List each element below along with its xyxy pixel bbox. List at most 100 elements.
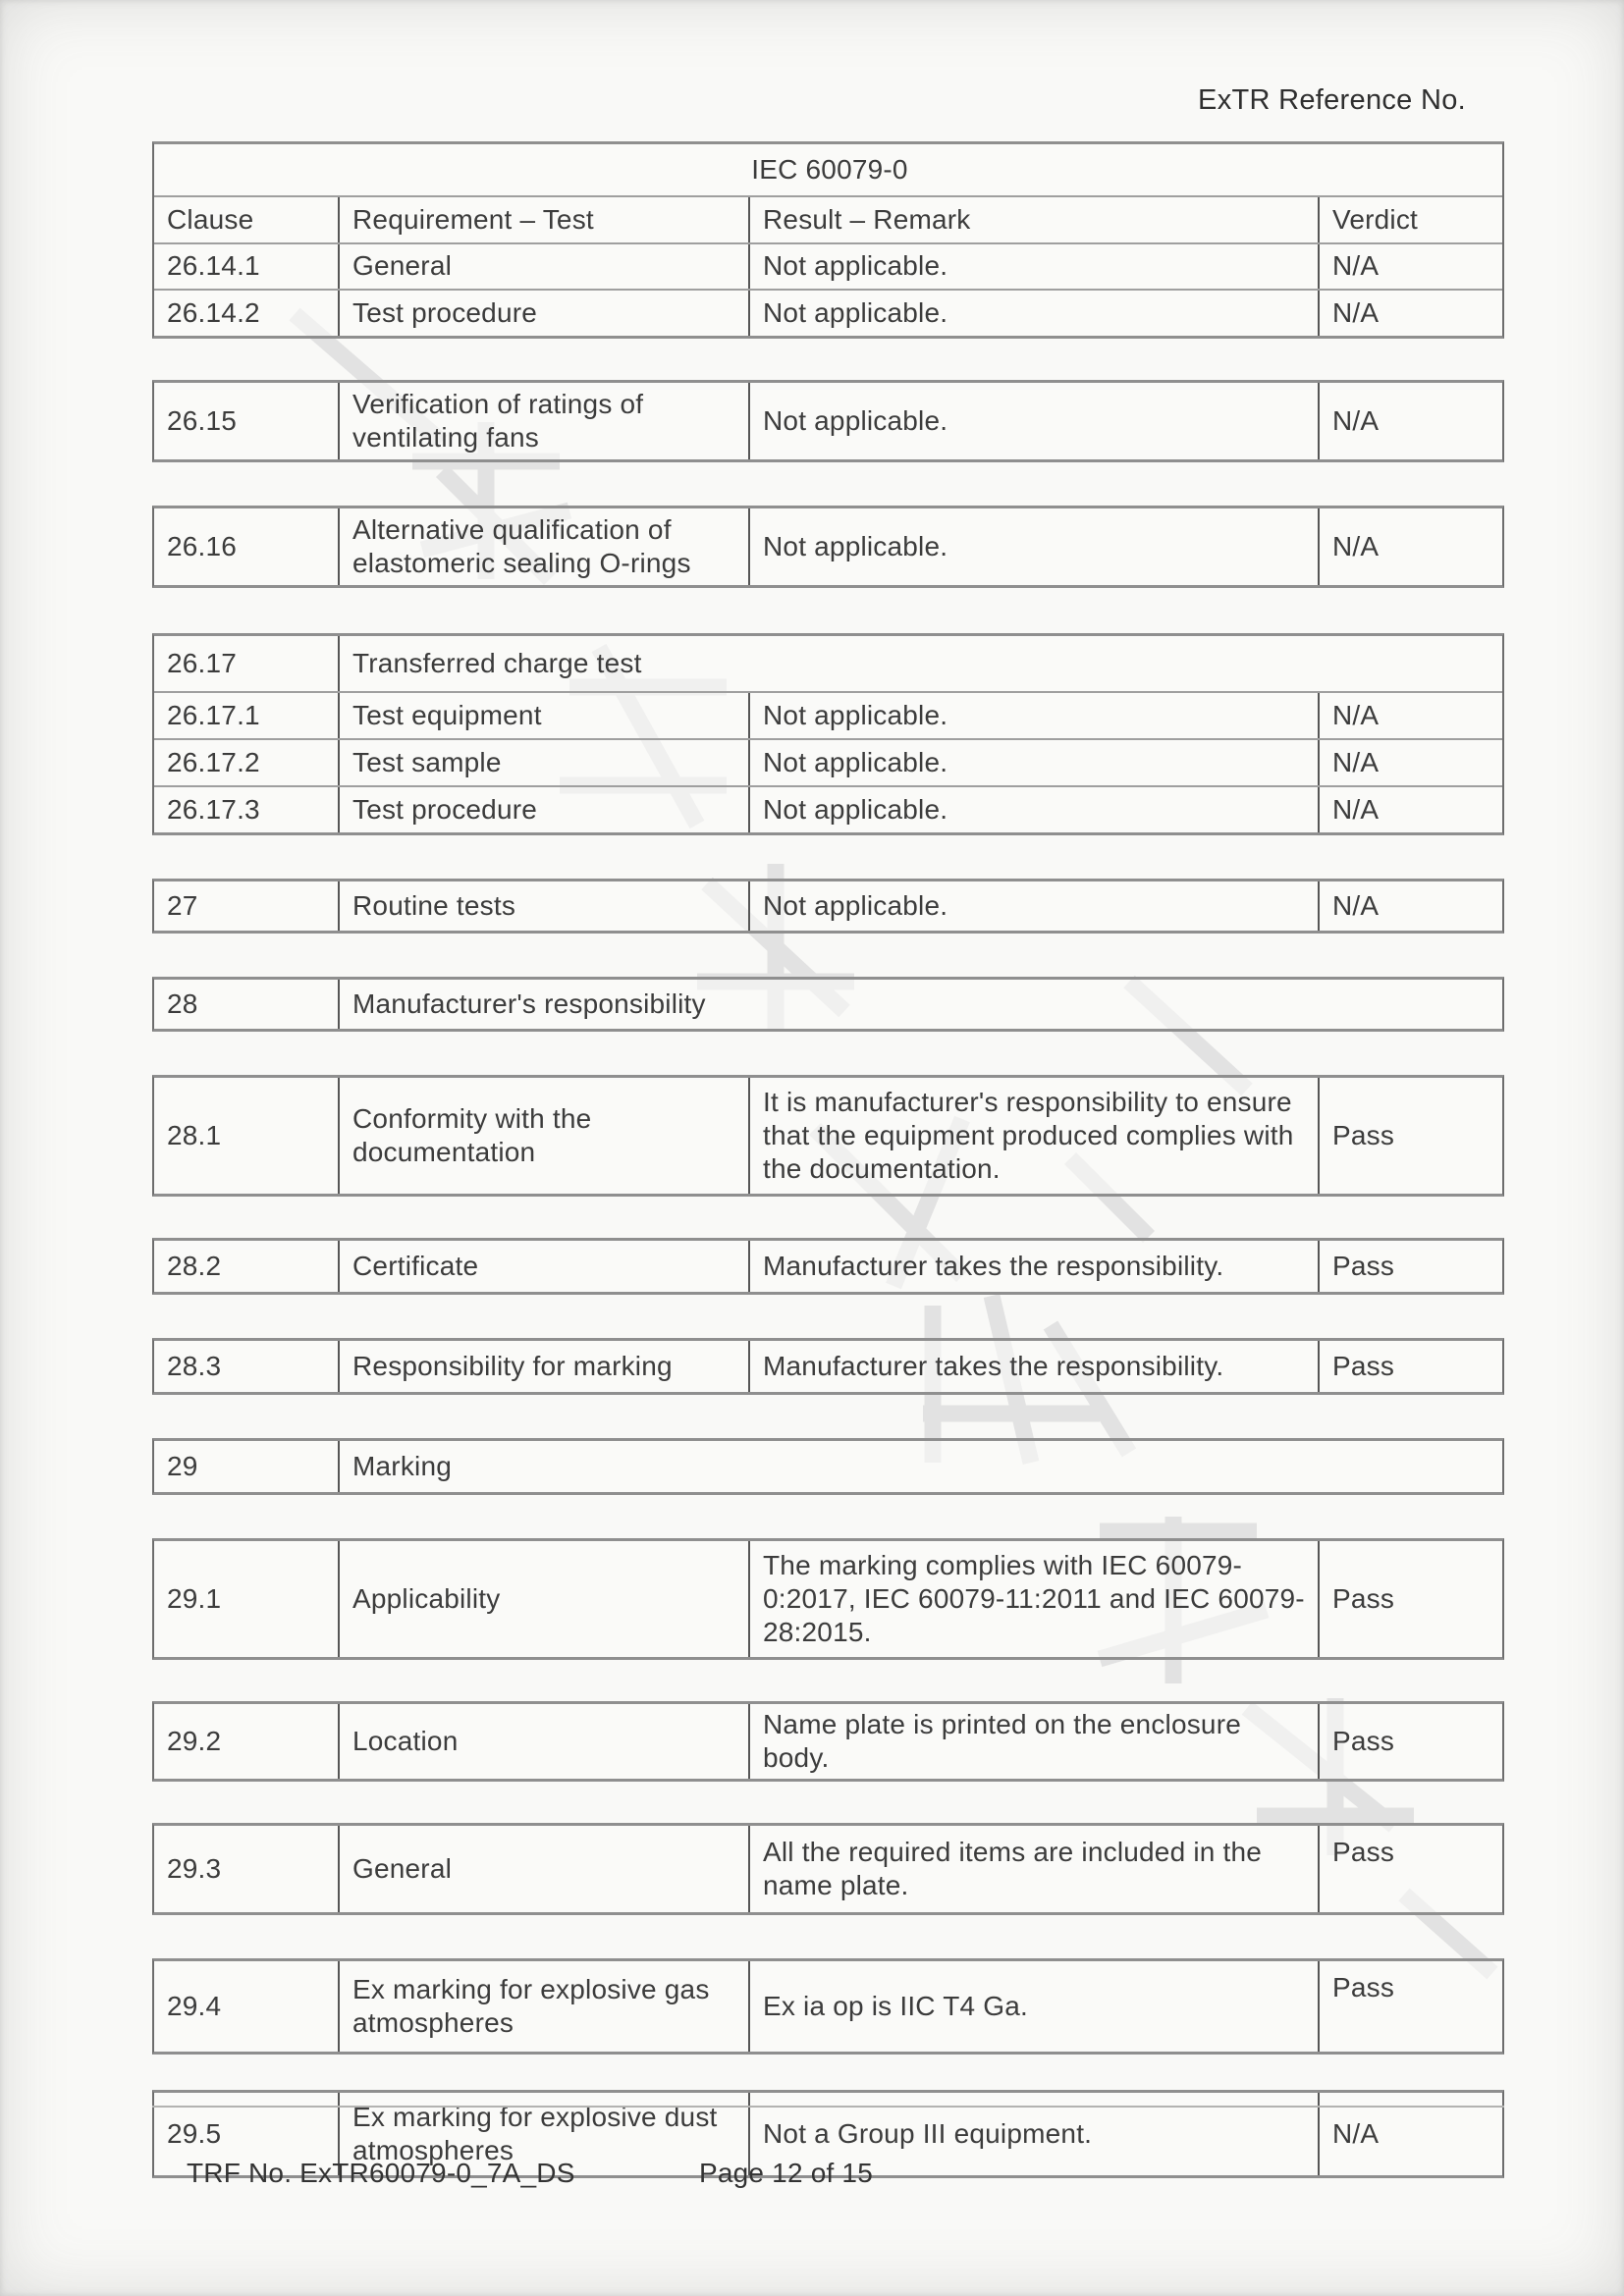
trf-number: TRF No. ExTR60079-0_7A_DS <box>187 2158 575 2188</box>
clause-cell: 26.17 <box>154 636 340 691</box>
requirement-cell: Routine tests <box>340 881 750 931</box>
clause-cell: 28.1 <box>154 1078 340 1194</box>
verdict-cell: N/A <box>1332 793 1380 825</box>
clause-cell: 29.3 <box>154 1826 340 1913</box>
table-block-29-4: 29.4 Ex marking for explosive gas atmosp… <box>152 1958 1504 2056</box>
verdict-cell: N/A <box>1332 2118 1380 2150</box>
table-row: 29.4 Ex marking for explosive gas atmosp… <box>154 1961 1502 2053</box>
verdict-cell: N/A <box>1332 404 1380 436</box>
table-row: 26.16 Alternative qualification of elast… <box>154 508 1502 585</box>
result-cell: Not applicable. <box>750 508 1320 585</box>
clause-cell: 29.4 <box>154 1961 340 2053</box>
clause-cell: 26.14.2 <box>154 291 340 336</box>
table-block-28: 28 Manufacturer's responsibility <box>152 977 1504 1032</box>
requirement-cell: Test equipment <box>340 693 750 738</box>
table-block-28-2: 28.2 Certificate Manufacturer takes the … <box>152 1238 1504 1295</box>
clause-cell: 28 <box>154 980 340 1029</box>
section-header-row: 28 Manufacturer's responsibility <box>154 980 1502 1029</box>
clause-cell: 29.2 <box>154 1704 340 1780</box>
clause-cell: 26.16 <box>154 508 340 585</box>
table-block-29: 29 Marking <box>152 1438 1504 1495</box>
clause-cell: 27 <box>154 881 340 931</box>
clause-cell: 26.15 <box>154 383 340 459</box>
result-cell: Not applicable. <box>750 787 1320 832</box>
page-footer: TRF No. ExTR60079-0_7A_DS Page 12 of 15 <box>187 2158 873 2189</box>
table-row: 26.14.2 Test procedure Not applicable. N… <box>154 289 1502 336</box>
verdict-cell: Pass <box>1332 1726 1395 1757</box>
requirement-cell: Responsibility for marking <box>340 1341 750 1392</box>
col-header-result: Result – Remark <box>750 197 1320 242</box>
table-row: 26.17.3 Test procedure Not applicable. N… <box>154 785 1502 832</box>
requirement-cell: Verification of ratings of ventilating f… <box>340 383 750 459</box>
clause-cell: 29.1 <box>154 1541 340 1657</box>
table-row: 26.17.2 Test sample Not applicable. N/A <box>154 738 1502 785</box>
table-block-26-16: 26.16 Alternative qualification of elast… <box>152 506 1504 588</box>
standard-title: IEC 60079-0 <box>751 153 908 185</box>
table-row: 28.2 Certificate Manufacturer takes the … <box>154 1241 1502 1292</box>
clause-cell: 29 <box>154 1441 340 1492</box>
verdict-cell: Pass <box>1332 1350 1395 1381</box>
result-cell: Not applicable. <box>750 383 1320 459</box>
verdict-cell: N/A <box>1332 746 1380 777</box>
table-row: 29.1 Applicability The marking complies … <box>154 1541 1502 1657</box>
section-header-row: 26.17 Transferred charge test <box>154 636 1502 691</box>
requirement-cell: Test procedure <box>340 291 750 336</box>
table-block-28-1: 28.1 Conformity with the documentation I… <box>152 1075 1504 1197</box>
verdict-cell: N/A <box>1332 530 1380 561</box>
table-block-29-3: 29.3 General All the required items are … <box>152 1823 1504 1916</box>
verdict-cell: Pass <box>1332 1972 1395 2003</box>
result-cell: Not applicable. <box>750 244 1320 289</box>
verdict-cell: N/A <box>1332 889 1380 921</box>
result-cell: The marking complies with IEC 60079- 0:2… <box>750 1541 1320 1657</box>
clause-cell: 26.14.1 <box>154 244 340 289</box>
result-cell: Not applicable. <box>750 291 1320 336</box>
clause-cell: 26.17.2 <box>154 740 340 785</box>
verdict-cell: Pass <box>1332 1837 1395 1868</box>
result-cell: Manufacturer takes the responsibility. <box>750 1341 1320 1392</box>
column-header-row: Clause Requirement – Test Result – Remar… <box>154 195 1502 242</box>
result-cell: Name plate is printed on the enclosure b… <box>750 1704 1320 1780</box>
requirement-cell: Applicability <box>340 1541 750 1657</box>
requirement-cell: Conformity with the documentation <box>340 1078 750 1194</box>
table-row: 26.17.1 Test equipment Not applicable. N… <box>154 691 1502 738</box>
requirement-cell: Test sample <box>340 740 750 785</box>
requirement-cell: Location <box>340 1704 750 1780</box>
section-title: Transferred charge test <box>352 647 642 678</box>
clause-cell: 28.2 <box>154 1241 340 1292</box>
requirement-cell: Ex marking for explosive gas atmospheres <box>340 1961 750 2053</box>
result-cell: It is manufacturer's responsibility to e… <box>750 1078 1320 1194</box>
report-content: IEC 60079-0 Clause Requirement – Test Re… <box>152 141 1504 2179</box>
table-block-28-3: 28.3 Responsibility for marking Manufact… <box>152 1338 1504 1395</box>
footer-divider <box>152 2106 1504 2108</box>
extr-reference-label: ExTR Reference No. <box>1198 84 1466 116</box>
verdict-cell: N/A <box>1332 296 1380 328</box>
result-cell: Manufacturer takes the responsibility. <box>750 1241 1320 1292</box>
requirement-cell: Test procedure <box>340 787 750 832</box>
result-cell: Not applicable. <box>750 740 1320 785</box>
table-row: 29.2 Location Name plate is printed on t… <box>154 1704 1502 1780</box>
table-block-26-17: 26.17 Transferred charge test 26.17.1 Te… <box>152 633 1504 835</box>
table-block-29-2: 29.2 Location Name plate is printed on t… <box>152 1701 1504 1783</box>
section-title: Marking <box>352 1450 452 1481</box>
requirement-cell: General <box>340 1826 750 1913</box>
table-row: 26.14.1 General Not applicable. N/A <box>154 242 1502 289</box>
table-block-27: 27 Routine tests Not applicable. N/A <box>152 879 1504 934</box>
clause-cell: 26.17.1 <box>154 693 340 738</box>
clause-cell: 28.3 <box>154 1341 340 1392</box>
requirement-cell: General <box>340 244 750 289</box>
table-row: 29.5 Ex marking for explosive dust atmos… <box>154 2093 1502 2176</box>
clause-cell: 29.5 <box>154 2093 340 2176</box>
table-row: 26.15 Verification of ratings of ventila… <box>154 383 1502 459</box>
result-cell: Not applicable. <box>750 881 1320 931</box>
verdict-cell: Pass <box>1332 1250 1395 1281</box>
col-header-verdict: Verdict <box>1332 203 1418 235</box>
result-cell: All the required items are included in t… <box>750 1826 1320 1913</box>
table-row: 29.3 General All the required items are … <box>154 1826 1502 1913</box>
col-header-requirement: Requirement – Test <box>340 197 750 242</box>
result-cell: Not a Group III equipment. <box>750 2093 1320 2176</box>
verdict-cell: N/A <box>1332 699 1380 730</box>
table-block-29-1: 29.1 Applicability The marking complies … <box>152 1538 1504 1660</box>
clause-cell: 26.17.3 <box>154 787 340 832</box>
col-header-clause: Clause <box>154 197 340 242</box>
